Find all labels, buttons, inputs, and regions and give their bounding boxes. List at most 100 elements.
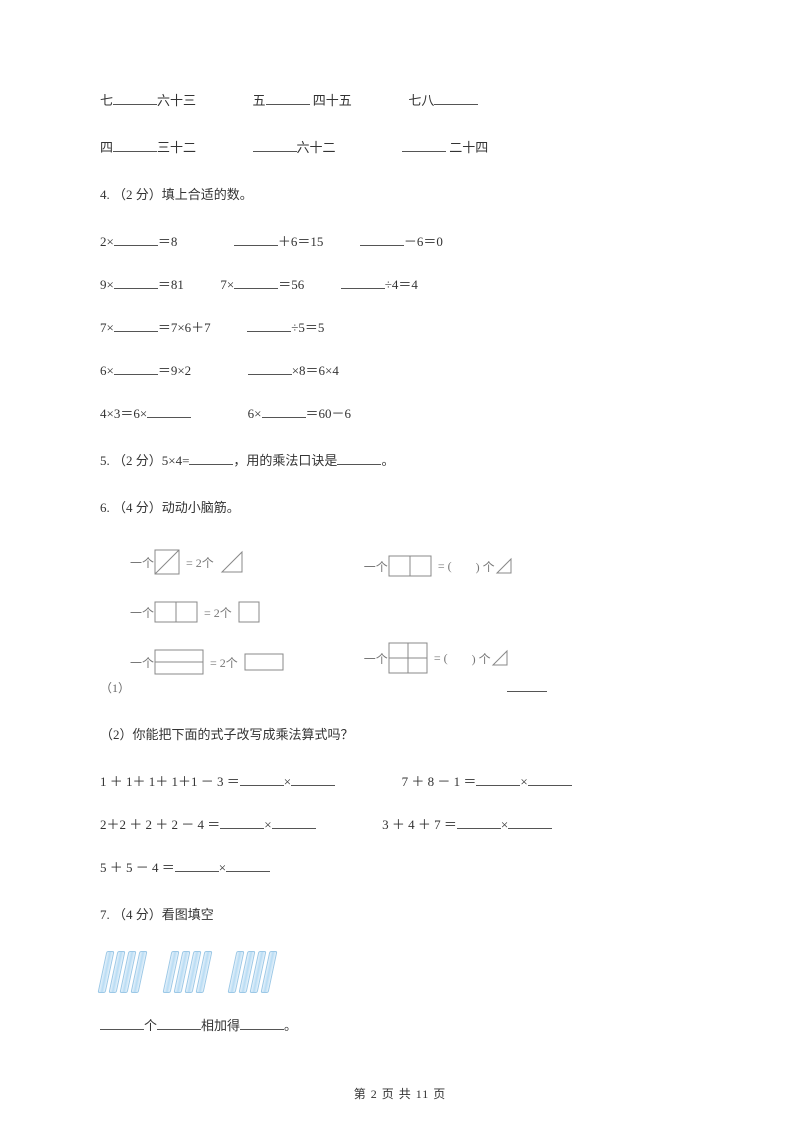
text: ＝81 [158, 277, 184, 292]
text: 一个 [130, 554, 154, 571]
text: （1） [100, 681, 130, 695]
blank[interactable] [248, 361, 292, 375]
text: 五 [253, 93, 266, 108]
blank[interactable] [341, 275, 385, 289]
triangle-icon [220, 550, 244, 574]
blank[interactable] [226, 858, 270, 872]
blank[interactable] [114, 361, 158, 375]
text: ÷4＝4 [385, 277, 418, 292]
blank[interactable] [476, 772, 520, 786]
q4-row: 7×＝7×6＋7 ÷5＝5 [100, 317, 700, 336]
text: ＝60－6 [306, 406, 352, 421]
grid4-icon [388, 642, 428, 674]
text: 7 ＋ 8 － 1 ＝ [402, 774, 477, 789]
q4-row: 9×＝81 7×＝56 ÷4＝4 [100, 274, 700, 293]
blank[interactable] [434, 91, 478, 105]
text: 页 共 [378, 1087, 416, 1101]
text: 一个 [130, 604, 154, 621]
blank[interactable] [114, 318, 158, 332]
blank[interactable] [189, 451, 233, 465]
text: 3 ＋ 4 ＋ 7 ＝ [382, 817, 457, 832]
square-icon [238, 601, 260, 623]
text: × [284, 774, 291, 789]
blank[interactable] [100, 1016, 144, 1030]
blank[interactable] [508, 815, 552, 829]
text: = ( [434, 651, 448, 666]
text: × [219, 860, 226, 875]
blank[interactable] [291, 772, 335, 786]
figure-row: 一个 = 2个 [130, 594, 284, 630]
q6-title: 6. （4 分）动动小脑筋。 [100, 497, 700, 516]
text: 四 [100, 140, 113, 155]
text: ×8＝6×4 [292, 363, 339, 378]
text: ＝7×6＋7 [158, 320, 211, 335]
blank[interactable] [337, 451, 381, 465]
blank[interactable] [113, 91, 157, 105]
blank[interactable] [114, 275, 158, 289]
q6-part1-row: （1） [100, 678, 700, 696]
blank[interactable] [266, 91, 310, 105]
text: 4×3＝6× [100, 406, 147, 421]
page-current: 2 [371, 1087, 378, 1101]
q6-eq-row: 5 ＋ 5 － 4 ＝× [100, 857, 700, 876]
q5-line: 5. （2 分）5×4= ，用的乘法口诀是 。 [100, 450, 700, 469]
fill-line-2: 四三十二 六十二 二十四 [100, 137, 700, 156]
blank[interactable] [272, 815, 316, 829]
q6-figure-block: 一个 = 2个 一个 = 2个 一个 = 2个 一个 = ( ) 个 一个 [130, 544, 700, 680]
page-total: 11 [416, 1087, 430, 1101]
blank[interactable] [528, 772, 572, 786]
text: = 2个 [210, 654, 238, 671]
blank[interactable] [234, 232, 278, 246]
blank[interactable] [507, 678, 547, 692]
blank[interactable] [457, 815, 501, 829]
text: 一个 [364, 558, 388, 575]
text: × [501, 817, 508, 832]
figure-row: 一个 = 2个 [130, 644, 284, 680]
blank[interactable] [402, 138, 446, 152]
blank[interactable] [175, 858, 219, 872]
text: × [520, 774, 527, 789]
text: = ( [438, 559, 452, 574]
text: 第 [354, 1087, 371, 1101]
text: 7× [220, 277, 234, 292]
text: ÷5＝5 [291, 320, 324, 335]
text: 个 [144, 1018, 157, 1033]
text: －6＝0 [404, 234, 443, 249]
figure-row: 一个 = 2个 [130, 544, 284, 580]
blank[interactable] [234, 275, 278, 289]
text: ，用的乘法口诀是 [233, 453, 337, 468]
text: 相加得 [201, 1018, 240, 1033]
text: × [264, 817, 271, 832]
fill-line-1: 七六十三 五 四十五 七八 [100, 90, 700, 109]
blank[interactable] [240, 772, 284, 786]
stick-group [102, 951, 143, 993]
blank[interactable] [113, 138, 157, 152]
text: 七 [100, 93, 113, 108]
text: ＝8 [158, 234, 178, 249]
blank[interactable] [247, 318, 291, 332]
blank[interactable] [262, 404, 306, 418]
blank[interactable] [240, 1016, 284, 1030]
blank[interactable] [157, 1016, 201, 1030]
rect-split-h-icon [154, 649, 204, 675]
blank[interactable] [253, 138, 297, 152]
text: 四十五 [313, 93, 352, 108]
blank[interactable] [360, 232, 404, 246]
text: 1 ＋ 1＋ 1＋ 1＋1 － 3 ＝ [100, 774, 240, 789]
triangle-small-icon [491, 649, 509, 667]
rect2-icon [388, 555, 432, 577]
blank[interactable] [147, 404, 191, 418]
text: 5. （2 分）5×4= [100, 453, 189, 468]
text: 9× [100, 277, 114, 292]
text: ) 个 [476, 558, 495, 575]
q6-sub2-title: （2）你能把下面的式子改写成乘法算式吗？ [100, 724, 700, 743]
figure-right-col: 一个 = ( ) 个 一个 = ( ) 个 [364, 544, 513, 680]
text: 。 [381, 453, 394, 468]
figure-row: 一个 = ( ) 个 [364, 548, 513, 584]
blank[interactable] [220, 815, 264, 829]
text: 二十四 [449, 140, 488, 155]
q6-eq-row: 2＋2 ＋ 2 ＋ 2 － 4 ＝× 3 ＋ 4 ＋ 7 ＝× [100, 814, 700, 833]
q7-fill-line: 个相加得。 [100, 1015, 700, 1034]
text: = 2个 [204, 604, 232, 621]
blank[interactable] [114, 232, 158, 246]
